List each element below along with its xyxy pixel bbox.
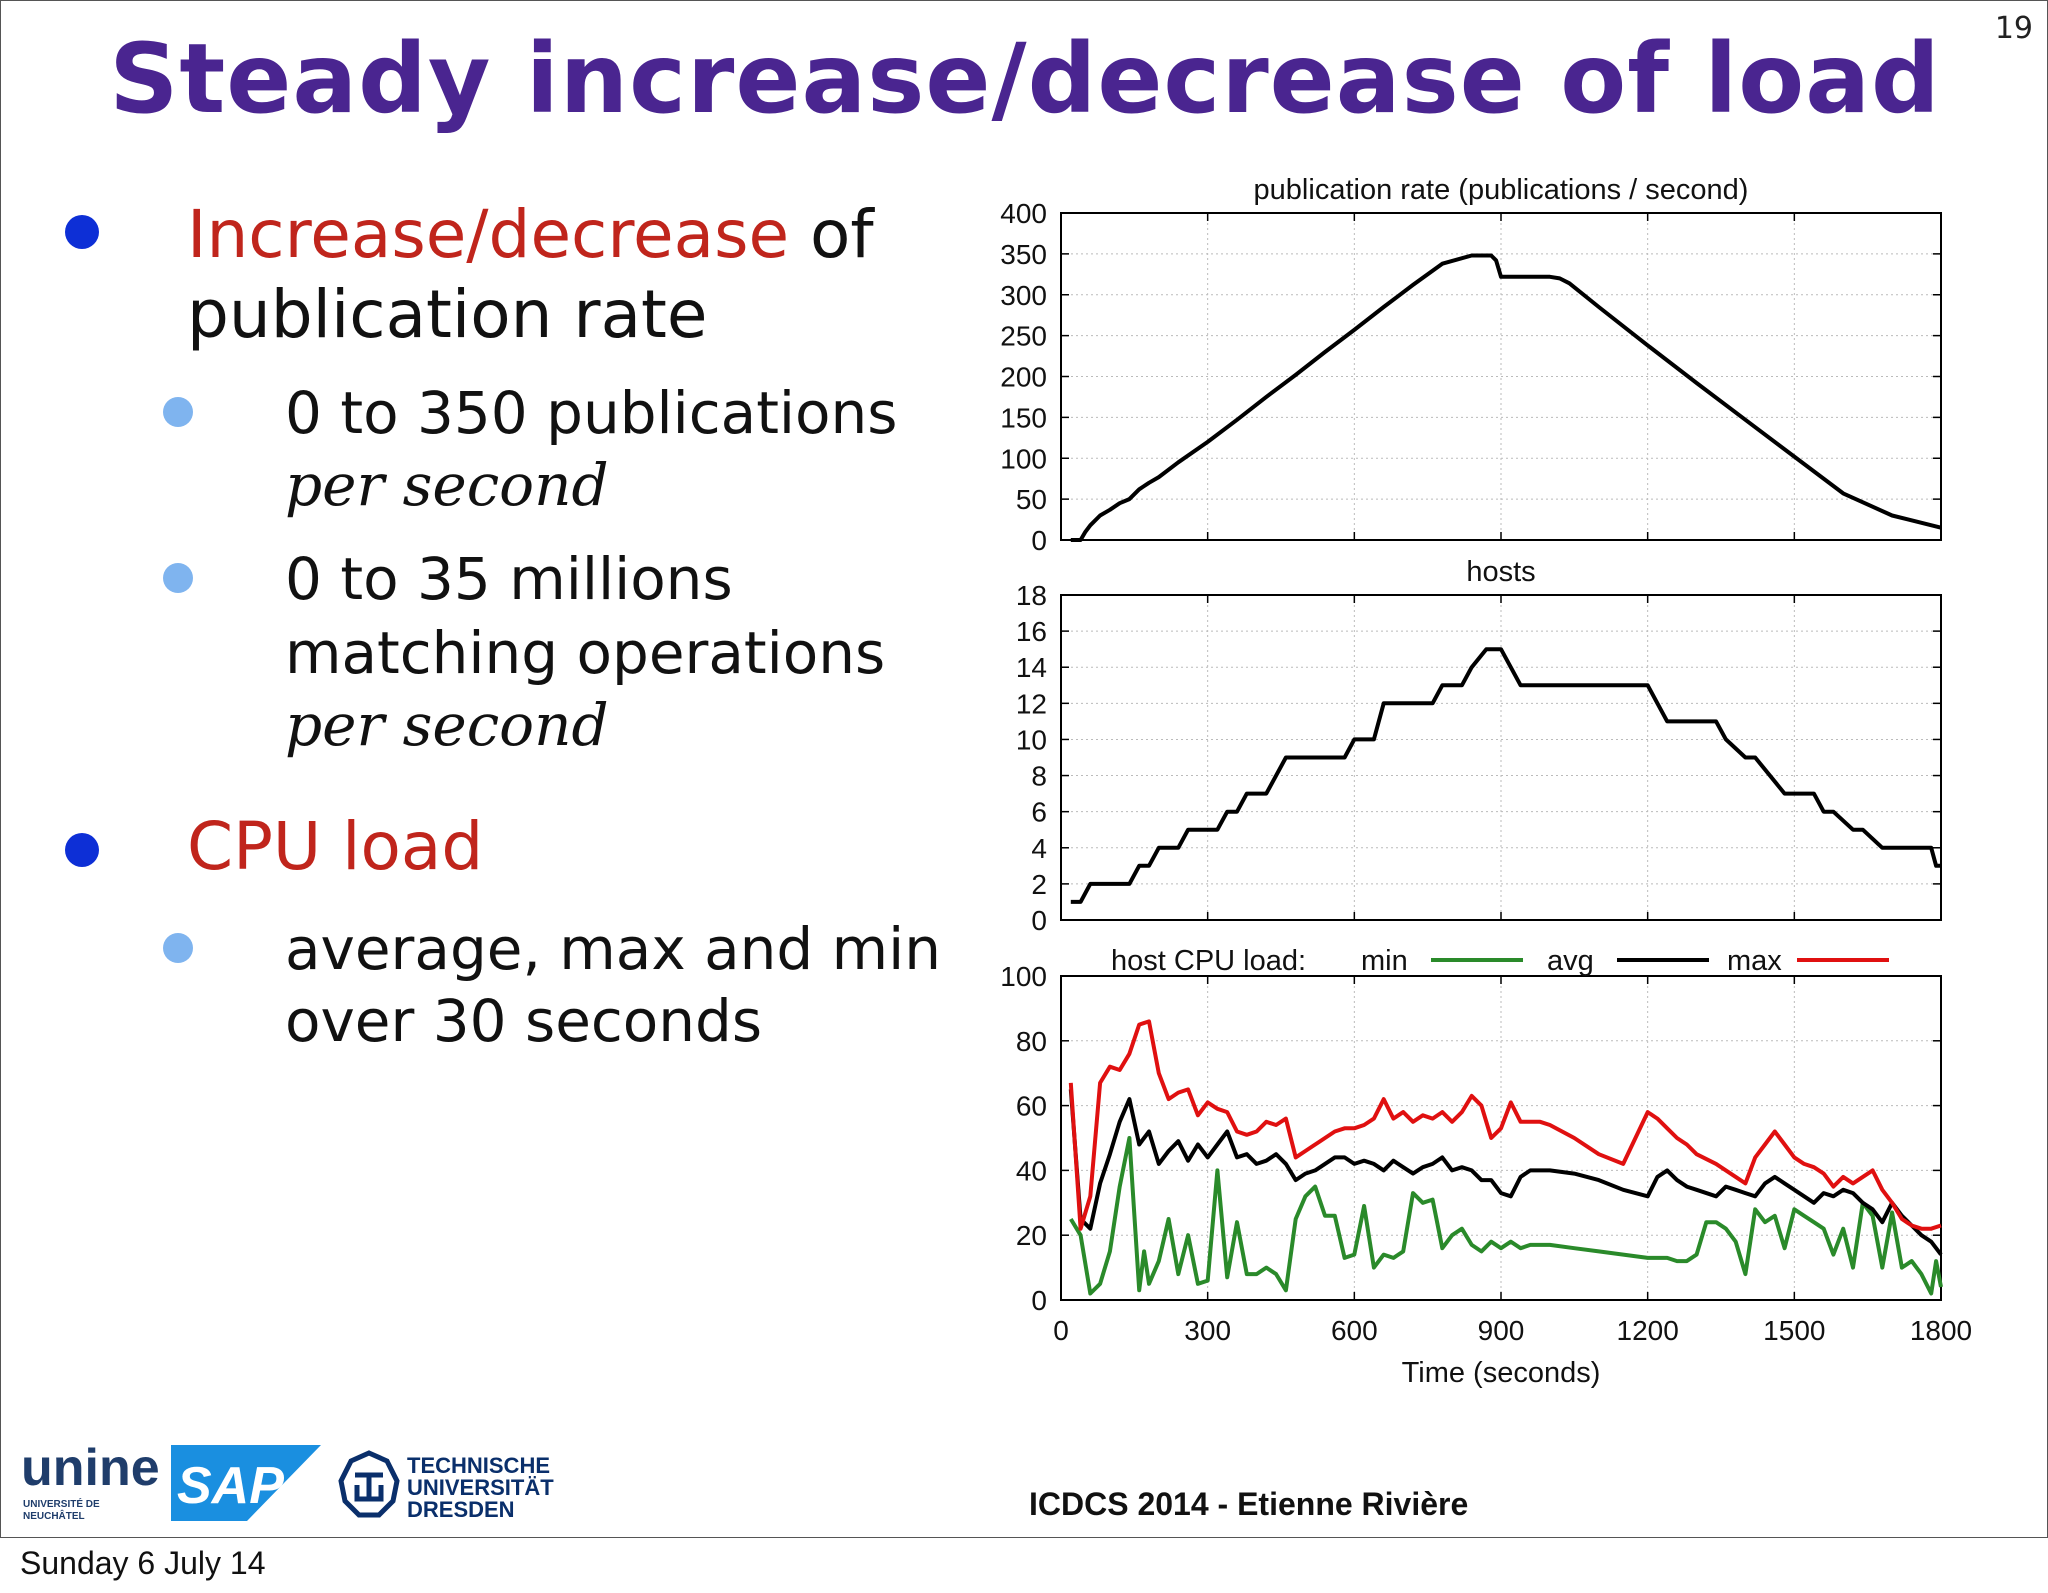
bullet-2a-line2: over 30 seconds <box>285 987 763 1055</box>
bullet-1-highlight: Increase/decrease <box>187 196 790 273</box>
slide-number: 19 <box>1994 11 2033 46</box>
unine-logo-sub2: NEUCHÂTEL <box>23 1509 85 1521</box>
unine-logo-text: unine <box>21 1441 159 1497</box>
y-tick-label: 200 <box>1000 362 1047 393</box>
plot-frame <box>1060 975 1942 1301</box>
tu-dresden-line3: DRESDEN <box>407 1497 515 1521</box>
y-tick-label: 250 <box>1000 321 1047 352</box>
sap-logo-text: SAP <box>177 1457 284 1515</box>
y-tick-label: 60 <box>1016 1091 1047 1122</box>
slide-title: Steady increase/decrease of load <box>109 23 1941 135</box>
y-tick-label: 50 <box>1016 484 1047 515</box>
legend-label-avg: avg <box>1547 945 1594 977</box>
y-tick-label: 0 <box>1031 525 1047 556</box>
y-tick-label: 12 <box>1016 688 1047 719</box>
chart-title: hosts <box>1466 556 1535 588</box>
y-tick-label: 10 <box>1016 724 1047 755</box>
sap-logo: SAP <box>171 1445 321 1521</box>
bullet-2: CPU load <box>187 808 484 885</box>
y-tick-label: 350 <box>1000 239 1047 270</box>
y-tick-label: 150 <box>1000 402 1047 433</box>
plot-frame <box>1060 594 1942 921</box>
x-tick-label: 0 <box>1053 1315 1069 1346</box>
bullet-1b-line3: per second <box>285 691 609 759</box>
y-tick-label: 0 <box>1031 1285 1047 1316</box>
series-line-max <box>1068 1019 1942 1231</box>
y-tick-label: 400 <box>1000 198 1047 229</box>
bullet-dot-1b <box>163 563 193 593</box>
y-tick-label: 18 <box>1016 580 1047 611</box>
x-tick-label: 600 <box>1331 1315 1378 1346</box>
tu-dresden-logo: TECHNISCHE UNIVERSITÄT DRESDEN <box>338 1450 554 1521</box>
bullet-1-line2: publication rate <box>187 276 708 353</box>
y-tick-label: 8 <box>1031 761 1047 792</box>
legend-label-max: max <box>1727 945 1782 977</box>
y-tick-label: 100 <box>1000 443 1047 474</box>
series-line-min <box>1069 1136 1943 1296</box>
y-tick-label: 6 <box>1031 797 1047 828</box>
x-tick-label: 900 <box>1478 1315 1525 1346</box>
y-tick-label: 20 <box>1016 1220 1047 1251</box>
y-tick-label: 4 <box>1031 833 1047 864</box>
y-tick-label: 16 <box>1016 616 1047 647</box>
chart-title: publication rate (publications / second) <box>1254 174 1749 206</box>
legend-title: host CPU load: <box>1111 945 1306 977</box>
bullet-dot-2 <box>65 833 99 867</box>
bullet-2a-line1: average, max and min <box>285 915 942 983</box>
series-line-avg <box>1068 1089 1943 1256</box>
y-tick-label: 80 <box>1016 1026 1047 1057</box>
legend-label-min: min <box>1361 945 1408 977</box>
bullet-dot-1a <box>163 397 193 427</box>
bullet-dot-2a <box>163 933 193 963</box>
tu-dresden-line1: TECHNISCHE <box>407 1453 550 1478</box>
series-line-chart1 <box>1070 253 1942 542</box>
x-tick-label: 1500 <box>1763 1315 1825 1346</box>
x-tick-label: 1800 <box>1910 1315 1972 1346</box>
bullet-1a-line1: 0 to 350 publications <box>285 379 898 447</box>
y-tick-label: 2 <box>1031 869 1047 900</box>
bullet-dot-1 <box>65 215 99 249</box>
y-tick-label: 100 <box>1000 961 1047 992</box>
y-tick-label: 40 <box>1016 1155 1047 1186</box>
y-tick-label: 0 <box>1031 905 1047 936</box>
date-text: Sunday 6 July 14 <box>20 1545 266 1581</box>
bullet-1-rest: of <box>789 196 874 273</box>
bullet-1b-line2: matching operations <box>285 619 886 687</box>
series-line-chart2 <box>1070 647 1941 904</box>
x-tick-label: 1200 <box>1617 1315 1679 1346</box>
footer-text: ICDCS 2014 - Etienne Rivière <box>1029 1486 1469 1522</box>
unine-logo: unine UNIVERSITÉ DE NEUCHÂTEL <box>21 1441 159 1521</box>
tu-dresden-line2: UNIVERSITÄT <box>407 1475 554 1500</box>
bullet-1b-line1: 0 to 35 millions <box>285 545 733 613</box>
y-tick-label: 300 <box>1000 280 1047 311</box>
y-tick-label: 14 <box>1016 652 1047 683</box>
unine-logo-sub1: UNIVERSITÉ DE <box>23 1497 100 1510</box>
bullet-1a-line2: per second <box>285 451 609 519</box>
bullet-1: Increase/decrease of <box>187 195 874 275</box>
x-tick-label: 300 <box>1184 1315 1231 1346</box>
plot-frame <box>1060 212 1942 541</box>
x-axis-label: Time (seconds) <box>1402 1357 1601 1389</box>
slide: 19 Steady increase/decrease of load Incr… <box>0 0 2048 1538</box>
